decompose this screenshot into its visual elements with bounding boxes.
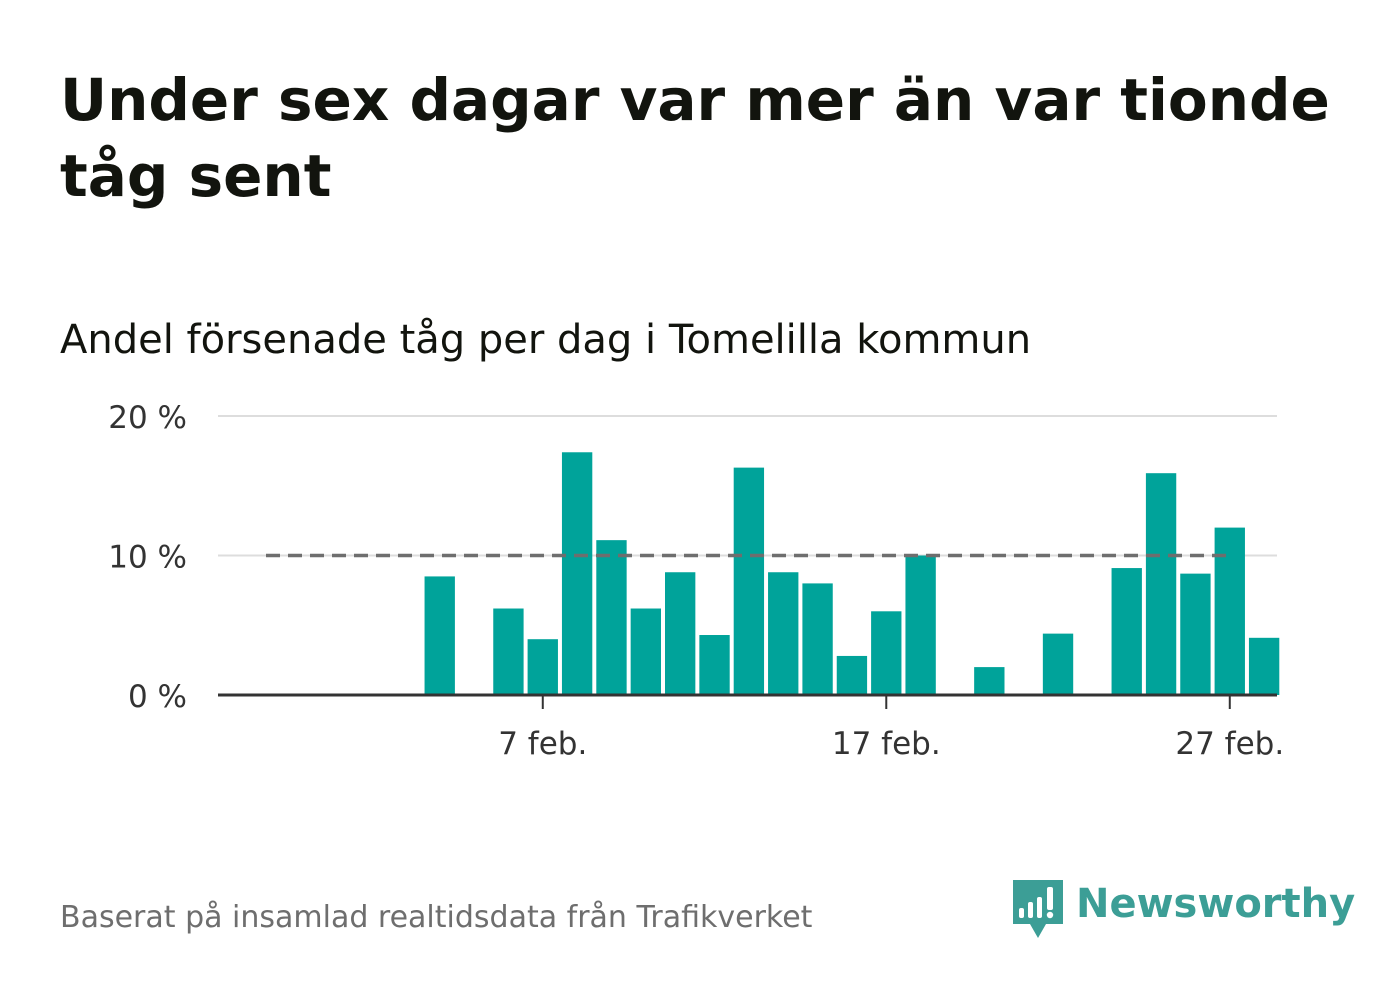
- chart-title: Under sex dagar var mer än var tionde tå…: [60, 66, 1330, 210]
- bar-feb-8: [561, 452, 593, 695]
- bar-feb-15: [802, 583, 833, 695]
- bars: [424, 452, 1280, 695]
- y-tick-label: 0 %: [128, 679, 187, 715]
- x-tick-label: 17 feb.: [832, 726, 941, 762]
- bar-feb-26: [1180, 573, 1211, 695]
- source-note: Baserat på insamlad realtidsdata från Tr…: [60, 900, 813, 935]
- y-tick-label: 10 %: [108, 540, 187, 576]
- bar-feb-12: [699, 635, 730, 695]
- brand-logo[interactable]: Newsworthy: [1010, 878, 1355, 942]
- bar-chart-speech-bubble-icon: [1013, 880, 1063, 938]
- bar-feb-22: [1042, 633, 1074, 695]
- bar-feb-13: [733, 467, 765, 695]
- bar-feb-20: [974, 667, 1005, 695]
- bar-feb-7: [527, 639, 558, 695]
- bar-feb-24: [1111, 568, 1142, 695]
- x-tick-label: 27 feb.: [1175, 726, 1284, 762]
- brand-name: Newsworthy: [1076, 881, 1356, 927]
- bar-feb-27: [1214, 527, 1245, 695]
- bar-feb-14: [768, 572, 799, 695]
- bar-feb-9: [596, 540, 627, 695]
- bar-feb-28: [1248, 637, 1280, 695]
- bar-feb-17: [871, 611, 902, 695]
- x-axis: [218, 693, 1277, 709]
- bar-feb-10: [630, 608, 661, 695]
- axis-labels: 0 % 10 % 20 % 7 feb. 17 feb. 27 feb.: [108, 400, 1284, 762]
- x-tick-label: 7 feb.: [498, 726, 587, 762]
- bar-feb-16: [836, 655, 868, 695]
- bar-feb-25: [1145, 473, 1177, 695]
- bar-feb-6: [493, 608, 524, 695]
- bar-feb-4: [424, 576, 455, 695]
- bar-feb-11: [665, 572, 696, 695]
- chart-subtitle: Andel försenade tåg per dag i Tomelilla …: [60, 317, 1032, 363]
- y-tick-label: 20 %: [108, 400, 187, 436]
- bar-feb-18: [905, 555, 936, 695]
